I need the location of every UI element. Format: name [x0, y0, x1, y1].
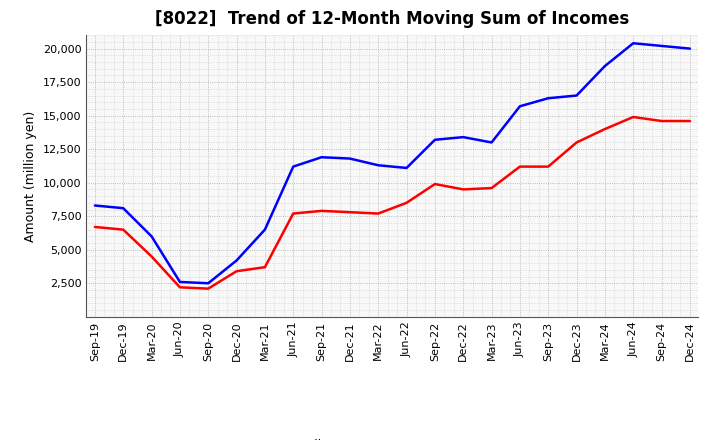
Net Income: [204, 286, 212, 291]
Ordinary Income: [374, 163, 382, 168]
Net Income: [346, 209, 354, 215]
Ordinary Income: [459, 135, 467, 140]
Ordinary Income: [431, 137, 439, 143]
Net Income: [374, 211, 382, 216]
Net Income: [148, 254, 156, 259]
Net Income: [657, 118, 666, 124]
Net Income: [233, 268, 241, 274]
Ordinary Income: [119, 205, 127, 211]
Ordinary Income: [148, 234, 156, 239]
Ordinary Income: [600, 63, 609, 69]
Net Income: [176, 285, 184, 290]
Ordinary Income: [318, 154, 326, 160]
Net Income: [431, 181, 439, 187]
Line: Ordinary Income: Ordinary Income: [95, 43, 690, 283]
Ordinary Income: [572, 93, 581, 98]
Y-axis label: Amount (million yen): Amount (million yen): [24, 110, 37, 242]
Net Income: [261, 264, 269, 270]
Ordinary Income: [657, 43, 666, 48]
Ordinary Income: [629, 40, 637, 46]
Net Income: [119, 227, 127, 232]
Legend: Ordinary Income, Net Income: Ordinary Income, Net Income: [248, 434, 536, 440]
Ordinary Income: [402, 165, 411, 171]
Net Income: [544, 164, 552, 169]
Ordinary Income: [487, 140, 496, 145]
Net Income: [516, 164, 524, 169]
Ordinary Income: [261, 227, 269, 232]
Net Income: [402, 200, 411, 205]
Net Income: [685, 118, 694, 124]
Net Income: [572, 140, 581, 145]
Ordinary Income: [516, 104, 524, 109]
Ordinary Income: [685, 46, 694, 51]
Ordinary Income: [91, 203, 99, 208]
Line: Net Income: Net Income: [95, 117, 690, 289]
Net Income: [91, 224, 99, 230]
Ordinary Income: [204, 281, 212, 286]
Ordinary Income: [176, 279, 184, 285]
Net Income: [318, 208, 326, 213]
Ordinary Income: [544, 95, 552, 101]
Net Income: [600, 126, 609, 132]
Net Income: [459, 187, 467, 192]
Ordinary Income: [346, 156, 354, 161]
Net Income: [487, 185, 496, 191]
Ordinary Income: [233, 258, 241, 263]
Ordinary Income: [289, 164, 297, 169]
Title: [8022]  Trend of 12-Month Moving Sum of Incomes: [8022] Trend of 12-Month Moving Sum of I…: [156, 10, 629, 28]
Net Income: [289, 211, 297, 216]
Net Income: [629, 114, 637, 120]
